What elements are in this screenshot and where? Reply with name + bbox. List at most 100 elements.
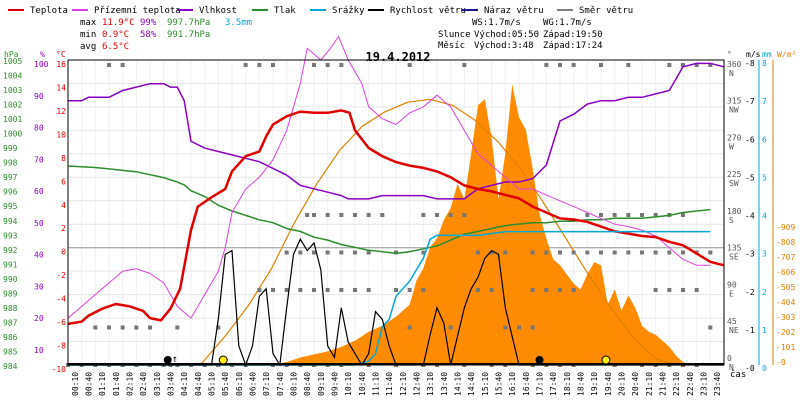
wind-tick-label: -3 xyxy=(745,250,755,259)
wind-direction-marker xyxy=(503,325,508,330)
wind-direction-marker xyxy=(681,288,685,292)
wind-direction-marker xyxy=(421,288,426,292)
temp-tick-label: 8 xyxy=(61,154,66,163)
stats-max-hum: 99% xyxy=(140,18,157,28)
wind-direction-marker xyxy=(585,250,590,255)
wind-tick-label: -1 xyxy=(745,326,755,335)
wind-direction-marker xyxy=(421,213,426,217)
wind-direction-marker xyxy=(175,325,180,330)
humidity-tick-label: 80 xyxy=(34,124,44,133)
time-tick-label: 22:10 xyxy=(672,372,681,396)
stats-min-temp: 0.9°C xyxy=(102,30,129,40)
radiation-tick-label: -505 xyxy=(776,283,795,292)
solar-theoretical-line xyxy=(199,98,677,366)
direction-tick-label: N xyxy=(729,363,734,372)
time-tick-label: 03:40 xyxy=(167,372,176,396)
pressure-tick-label: 1001 xyxy=(3,115,22,124)
legend-label: Srážky xyxy=(332,6,365,16)
wind-tick-label: -8 xyxy=(745,59,755,68)
direction-tick-label: SE xyxy=(729,253,739,262)
time-tick-label: 07:10 xyxy=(262,372,271,396)
humidity-tick-label: 10 xyxy=(34,346,44,355)
time-tick-label: 19:10 xyxy=(590,372,599,396)
wind-direction-marker xyxy=(448,325,453,330)
direction-tick-label: 90 xyxy=(727,280,737,289)
stats-min-hum: 58% xyxy=(140,30,157,40)
wind-direction-marker xyxy=(694,63,699,67)
wind-direction-marker xyxy=(305,213,310,217)
wind-direction-marker xyxy=(339,213,344,217)
wind-direction-marker xyxy=(325,250,330,255)
wind-direction-marker xyxy=(353,250,357,255)
wind-direction-marker xyxy=(353,288,357,292)
humidity-tick-label: 90 xyxy=(34,92,44,101)
stats-max-temp: 11.9°C xyxy=(102,18,135,28)
rain-tick-label: 7 xyxy=(762,97,767,106)
wind-direction-marker xyxy=(653,288,658,292)
time-tick-label: 03:10 xyxy=(153,372,162,396)
temp-tick-label: -6 xyxy=(56,318,66,327)
stats-avg-label: avg xyxy=(80,42,96,52)
wind-direction-marker xyxy=(312,250,316,255)
temp-tick-label: 6 xyxy=(61,177,66,186)
time-tick-label: 13:40 xyxy=(440,372,449,396)
legend-label: Náraz větru xyxy=(484,6,544,16)
wind-direction-marker xyxy=(476,250,480,255)
temp-tick-label: -4 xyxy=(56,295,66,304)
wind-direction-marker xyxy=(571,288,576,292)
rain-line xyxy=(68,230,711,366)
pressure-tick-label: 990 xyxy=(3,275,18,284)
wind-direction-marker xyxy=(681,63,685,67)
wind-direction-marker xyxy=(312,288,316,292)
pressure-line xyxy=(67,165,711,254)
wind-direction-marker xyxy=(503,250,508,255)
pressure-tick-label: 1000 xyxy=(3,130,22,139)
wind-direction-marker xyxy=(366,288,371,292)
pressure-tick-label: 999 xyxy=(3,144,18,153)
temp-tick-label: 2 xyxy=(61,224,66,233)
direction-tick-label: S xyxy=(729,216,734,225)
pressure-tick-label: 987 xyxy=(3,318,18,327)
direction-tick-label: N xyxy=(729,69,734,78)
temp-tick-label: -8 xyxy=(56,342,66,351)
temp-tick-label: 16 xyxy=(56,60,66,69)
humidity-tick-label: 50 xyxy=(34,219,44,228)
wind-direction-marker xyxy=(339,250,344,255)
temp-tick-label: -10 xyxy=(52,365,67,374)
wind-direction-marker xyxy=(339,288,344,292)
wind-direction-marker xyxy=(544,63,549,67)
wind-tick-label: -0 xyxy=(745,364,755,373)
moonrise-icon xyxy=(163,356,172,364)
wind-direction-marker xyxy=(517,325,521,330)
time-tick-label: 16:40 xyxy=(522,372,531,396)
wind-direction-marker xyxy=(134,325,139,330)
wind-tick-label: -4 xyxy=(745,212,755,221)
wind-direction-marker xyxy=(626,213,631,217)
time-tick-label: 10:10 xyxy=(344,372,353,396)
wind-speed-line xyxy=(68,237,724,367)
legend-label: Tlak xyxy=(274,6,296,16)
stats-block: max 11.9°C 99% 997.7hPa 3.5mm min 0.9°C … xyxy=(80,18,252,52)
pressure-tick-label: 997 xyxy=(3,173,18,182)
legend-label: Vlhkost xyxy=(199,6,237,16)
wind-direction-marker xyxy=(599,63,603,67)
wind-direction-marker xyxy=(366,213,371,217)
wind-direction-marker xyxy=(353,213,357,217)
time-tick-label: 14:40 xyxy=(467,372,476,396)
wind-direction-marker xyxy=(476,288,480,292)
wind-direction-marker xyxy=(612,250,617,255)
stats-min-label: min xyxy=(80,30,96,40)
rain-tick-label: 3 xyxy=(762,250,767,259)
wind-direction-marker xyxy=(284,288,289,292)
pressure-tick-label: 991 xyxy=(3,260,18,269)
wind-direction-marker xyxy=(653,250,658,255)
unit-c: °C xyxy=(56,50,66,59)
wind-direction-marker xyxy=(339,63,344,67)
time-tick-label: 13:10 xyxy=(426,372,435,396)
wind-direction-marker xyxy=(325,288,330,292)
radiation-tick-label: -303 xyxy=(776,313,795,322)
time-tick-label: 02:40 xyxy=(139,372,148,396)
sun-label: Slunce xyxy=(438,30,471,40)
wind-direction-marker xyxy=(462,213,467,217)
time-tick-label: 20:10 xyxy=(618,372,627,396)
